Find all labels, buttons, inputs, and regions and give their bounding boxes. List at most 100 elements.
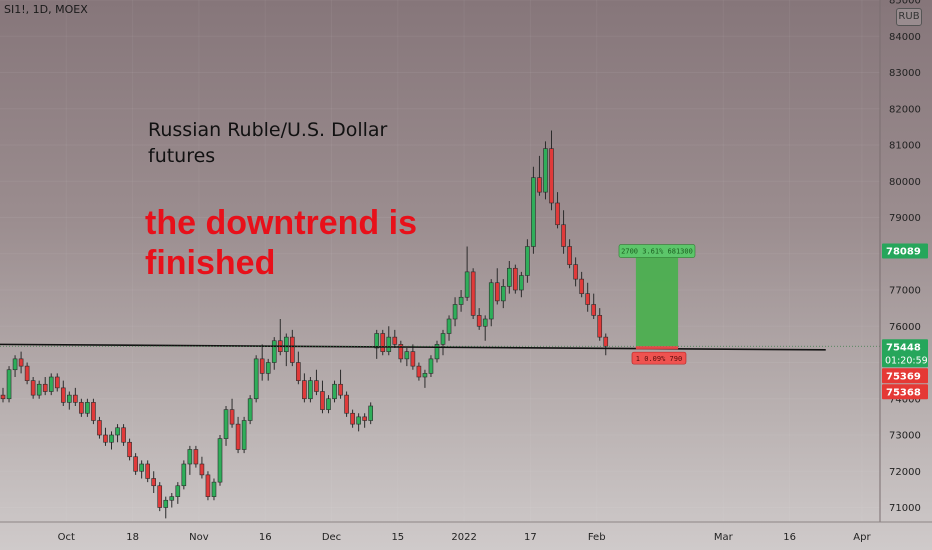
candle-body — [91, 402, 96, 421]
candle-body — [507, 267, 512, 287]
candle-body — [428, 358, 434, 374]
candle-body — [567, 246, 572, 265]
candle-body — [488, 282, 494, 320]
candle-body — [603, 336, 609, 347]
target-label: 2700 3.61% 681300 — [621, 248, 693, 256]
candle-body — [549, 148, 554, 204]
candle-body — [163, 499, 169, 508]
currency-badge[interactable]: RUB — [896, 8, 922, 26]
candle-body — [235, 423, 241, 450]
headline-line-1: the downtrend is — [145, 204, 417, 242]
candle-body — [199, 463, 205, 476]
candle-body — [579, 278, 584, 294]
target-zone — [635, 250, 679, 347]
price-tick-label: 84000 — [889, 32, 921, 43]
candle-body — [0, 394, 6, 400]
candle-body — [145, 463, 150, 479]
price-tick-label: 71000 — [889, 503, 921, 514]
candle-body — [410, 351, 416, 367]
candle-body — [60, 387, 66, 403]
price-axis[interactable]: 7100072000730007400075000760007700078000… — [879, 0, 921, 522]
candle-body — [308, 380, 313, 400]
time-tick-label: 16 — [783, 532, 796, 543]
candle-body — [73, 394, 78, 403]
time-tick-label: 17 — [524, 532, 537, 543]
candle-body — [139, 463, 144, 472]
price-tags: 78089 75448 01:20:59 75369 75368 — [882, 243, 928, 400]
candle-body — [30, 380, 36, 396]
time-tick-label: 16 — [259, 532, 272, 543]
time-tick-label: 2022 — [451, 532, 476, 543]
price-tag-label: 75448 — [886, 342, 921, 353]
candle-body — [67, 394, 72, 403]
candle-body — [338, 383, 343, 396]
candle-body — [519, 275, 524, 291]
candle-body — [271, 340, 277, 363]
candle-body — [458, 296, 464, 305]
candle-body — [380, 333, 386, 352]
candle-body — [241, 420, 247, 450]
candle-body — [296, 362, 301, 381]
grid-lines — [0, 0, 880, 522]
note-line-2: futures — [148, 145, 216, 167]
candle-body — [314, 380, 319, 392]
candle-body — [482, 318, 488, 327]
price-tag-label: 78089 — [886, 247, 921, 258]
time-tick-label: 18 — [126, 532, 139, 543]
candle-body — [416, 365, 422, 378]
candle-body — [193, 449, 199, 465]
candle-body — [531, 177, 536, 247]
candle-body — [284, 336, 289, 352]
target-label-box — [618, 244, 696, 258]
candle-body — [24, 365, 30, 381]
time-tick-label: Apr — [853, 532, 871, 543]
candle-body — [54, 376, 60, 389]
candle-body — [362, 416, 367, 421]
chart-note: Russian Ruble/U.S. Dollar futures — [148, 117, 387, 169]
price-tag-label: 75369 — [886, 371, 921, 382]
price-tick-label: 79000 — [889, 213, 921, 224]
price-tick-label: 76000 — [889, 322, 921, 333]
candle-body — [151, 478, 156, 487]
price-tick-label: 73000 — [889, 431, 921, 442]
candle-body — [585, 293, 590, 305]
time-axis[interactable]: Oct 18 Nov 16 Dec 15 2022 17 Feb Mar 16 Apr — [0, 521, 932, 543]
candle-body — [537, 177, 542, 193]
candle-body — [591, 304, 596, 316]
candle-body — [290, 336, 295, 363]
candle-body — [525, 246, 530, 276]
candle-body — [169, 496, 175, 501]
candle-body — [211, 481, 217, 497]
support-trendline — [0, 343, 826, 351]
overlays-layer: 2700 3.61% 681300 1 0.09% 790 — [0, 244, 880, 365]
candle-body — [404, 351, 410, 360]
candle-body — [513, 267, 518, 291]
candle-body — [133, 456, 138, 472]
candle-body — [561, 224, 566, 247]
price-tick-label: 74000 — [889, 394, 921, 405]
candle-body — [253, 358, 259, 400]
headline-line-2: finished — [145, 244, 276, 282]
candle-body — [398, 344, 404, 360]
stop-zone — [635, 346, 679, 350]
price-tag-box — [882, 243, 928, 259]
candle-body — [386, 336, 392, 352]
candle-body — [247, 398, 253, 421]
time-tick-label: Feb — [588, 532, 606, 543]
candle-body — [452, 304, 458, 320]
time-tick-label: Dec — [322, 532, 341, 543]
candle-body — [265, 362, 271, 374]
candle-body — [368, 405, 373, 421]
candle-body — [229, 409, 235, 425]
symbol-label[interactable]: SI1!, 1D, MOEX — [4, 3, 88, 16]
candle-body — [470, 271, 476, 316]
candle-body — [223, 409, 229, 439]
candle-body — [48, 376, 54, 392]
candle-body — [374, 333, 380, 349]
candle-body — [97, 420, 102, 436]
candle-body — [109, 434, 114, 443]
price-tick-label: 77000 — [889, 286, 921, 297]
candle-body — [440, 333, 446, 345]
